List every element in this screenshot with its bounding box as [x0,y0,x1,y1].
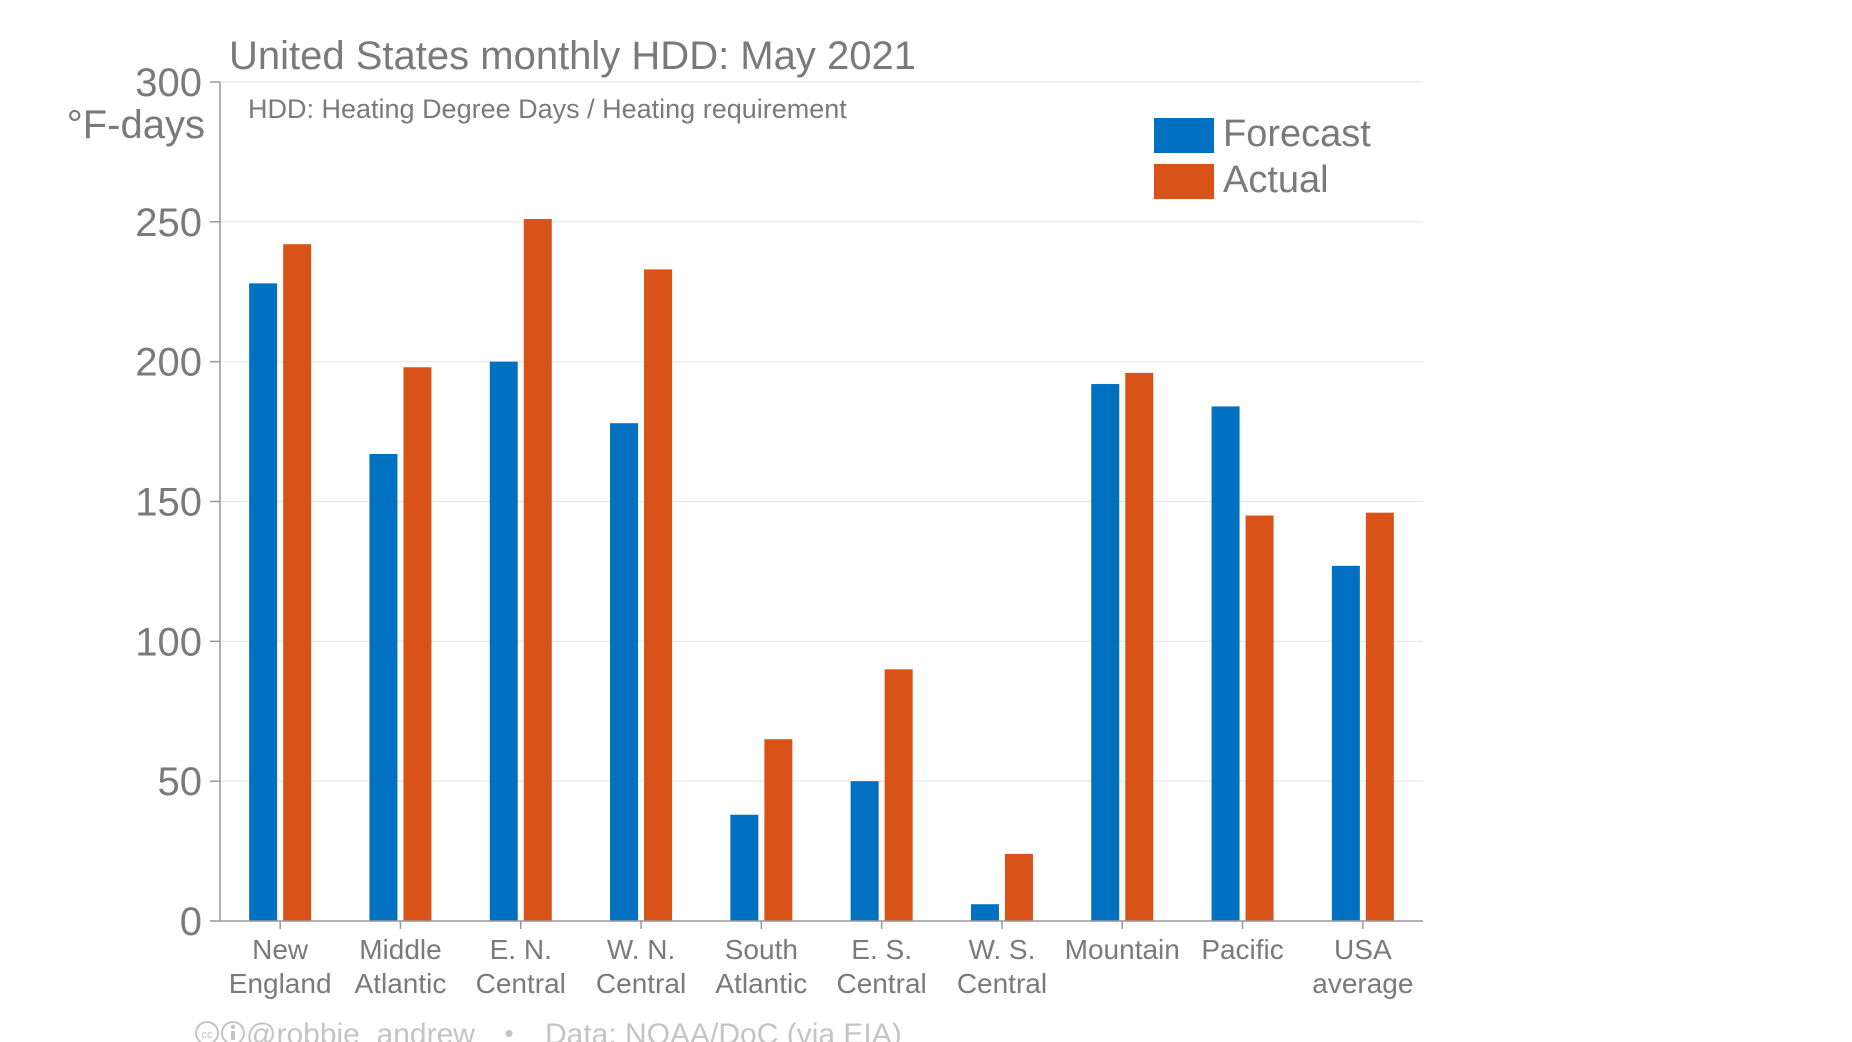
bar-forecast [249,283,278,921]
y-tick-label: 0 [180,900,202,944]
legend-label-actual: Actual [1223,159,1329,201]
x-category-label: Central [596,968,686,999]
footer-separator: • [504,1018,513,1042]
y-tick-label: 250 [135,201,202,245]
legend-swatch-forecast [1154,118,1214,153]
legend-swatch-actual [1154,164,1214,199]
bar-actual [1125,372,1154,921]
y-tick-label: 300 [135,61,202,105]
footer-source: Data: NOAA/DoC (via EIA) [545,1018,902,1042]
y-tick-label: 150 [135,481,202,525]
x-category-label: England [229,968,332,999]
bar-forecast [610,423,639,921]
bar-forecast [369,453,398,921]
bar-actual [764,739,793,921]
bar-actual [644,269,673,921]
bar-actual [1004,853,1033,921]
bar-forecast [1331,565,1360,921]
legend: Forecast Actual [1154,113,1371,201]
x-category-label: USA [1334,934,1392,965]
legend-label-forecast: Forecast [1223,113,1371,155]
bar-actual [1245,515,1274,921]
x-category-label: W. S. [968,934,1035,965]
bar-forecast [850,781,879,921]
y-tick-label: 100 [135,620,202,664]
x-category-label: average [1312,968,1413,999]
x-category-label: Pacific [1201,934,1283,965]
x-category-label: Mountain [1065,934,1180,965]
x-category-label: Central [837,968,927,999]
x-category-label: Central [957,968,1047,999]
bar-actual [523,219,552,921]
bar-forecast [489,361,518,922]
bar-forecast [730,814,759,921]
x-category-label: New [252,934,309,965]
svg-text:cc: cc [202,1029,214,1041]
footer: cc @robbie_andrew • Data: NOAA/DoC (via … [195,1018,902,1042]
bar-actual [884,669,913,921]
bar-forecast [1211,406,1240,921]
x-category-label: E. N. [490,934,552,965]
y-tick-label: 200 [135,341,202,385]
bar-forecast [970,904,999,921]
bar-actual [1365,512,1394,921]
bar-actual [283,244,312,921]
y-tick-labels: 0 50 100 150 200 250 300 [135,61,220,944]
x-category-label: W. N. [607,934,675,965]
x-category-label: Atlantic [355,968,447,999]
bar-forecast [1091,384,1120,921]
x-category-label: E. S. [851,934,912,965]
y-tick-label: 50 [158,760,203,804]
bars [249,219,1394,922]
chart-subtitle: HDD: Heating Degree Days / Heating requi… [248,94,847,124]
chart-title: United States monthly HDD: May 2021 [229,34,916,78]
x-category-label: Central [476,968,566,999]
y-axis-label: °F-days [67,103,205,147]
bar-actual [403,367,432,921]
x-category-label: Middle [359,934,441,965]
footer-author: @robbie_andrew [246,1018,475,1042]
x-category-label: South [725,934,798,965]
cc-by-icon: cc [195,1021,245,1042]
x-category-label: Atlantic [715,968,807,999]
